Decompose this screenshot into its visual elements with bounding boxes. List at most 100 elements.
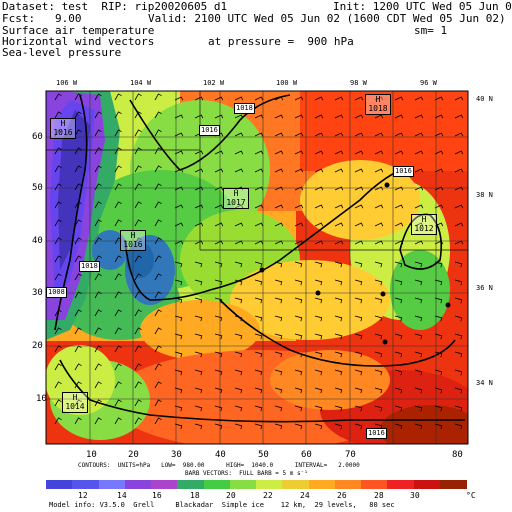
wind-barb	[254, 168, 264, 173]
wind-barb	[314, 405, 323, 412]
colorbar-swatch	[46, 480, 73, 489]
wind-barb	[314, 132, 324, 137]
wind-barb	[314, 168, 324, 173]
wind-barb	[194, 204, 204, 209]
wind-barb	[394, 132, 404, 137]
wind-barb	[94, 237, 102, 245]
wind-barb	[254, 351, 263, 358]
wind-barb	[74, 291, 82, 299]
wind-barb	[294, 279, 303, 286]
wind-barb	[134, 381, 142, 389]
wind-barb	[434, 186, 444, 191]
wind-barb	[274, 186, 284, 191]
lon-label: 100 W	[276, 79, 298, 87]
wind-barb	[134, 165, 142, 173]
wind-barb	[114, 201, 122, 209]
high-center-value: 1016	[53, 128, 73, 137]
wind-barb	[454, 369, 463, 376]
grid-x-label: 20	[128, 450, 139, 460]
wind-barb	[174, 333, 183, 340]
wind-barb	[234, 423, 243, 430]
wind-barb	[294, 222, 304, 227]
grid-x-label: 40	[215, 450, 226, 460]
wind-barb	[174, 387, 183, 394]
lon-label: 106 W	[56, 79, 78, 87]
wind-barb	[434, 315, 443, 322]
wind-barb	[274, 351, 283, 358]
wind-barb	[274, 261, 283, 268]
wind-barb	[74, 147, 82, 155]
wind-barb	[174, 96, 184, 101]
wind-barb	[114, 165, 122, 173]
wind-barb	[254, 315, 263, 322]
wind-barb	[314, 369, 323, 376]
wind-barb	[234, 186, 244, 191]
wind-barb	[214, 150, 224, 155]
wind-barb	[374, 261, 383, 268]
wind-barb	[314, 387, 323, 394]
wind-barb	[174, 405, 183, 412]
wind-barb	[114, 273, 122, 281]
station-marker	[384, 182, 390, 188]
wind-barb	[174, 132, 184, 137]
wind-barb	[314, 351, 323, 358]
wind-barb	[54, 273, 62, 281]
wind-barb	[414, 351, 423, 358]
wind-barb	[114, 399, 122, 407]
wind-barb	[354, 204, 364, 209]
wind-barb	[114, 255, 122, 263]
colorbar-label: 28	[374, 491, 384, 500]
wind-barb	[354, 114, 364, 119]
wind-barb	[374, 387, 383, 394]
wind-barb	[454, 423, 463, 430]
wind-barb	[114, 93, 122, 101]
wind-barb	[194, 96, 204, 101]
wind-barb	[294, 96, 304, 101]
wind-barb	[154, 165, 162, 173]
wind-barb	[234, 222, 244, 227]
wind-barb	[54, 381, 62, 389]
wind-barb	[314, 114, 324, 119]
wind-barb	[274, 369, 283, 376]
wind-barb	[354, 315, 363, 322]
wind-barb	[454, 168, 464, 173]
grid-y-label: 20	[32, 341, 43, 351]
wind-barb	[254, 150, 264, 155]
wind-barb	[254, 279, 263, 286]
wind-barb	[274, 114, 284, 119]
wind-barb	[254, 387, 263, 394]
wind-barb	[414, 186, 424, 191]
wind-barb	[94, 255, 102, 263]
grid-x-label: 50	[258, 450, 269, 460]
colorbar-label: 30	[410, 491, 420, 500]
contours-info: CONTOURS: UNITS=hPa LOW= 980.00 HIGH= 10…	[78, 462, 360, 469]
wind-barb	[74, 399, 82, 407]
wind-barb	[194, 423, 203, 430]
wind-barb	[454, 222, 464, 227]
wind-barb	[74, 255, 82, 263]
wind-barb	[414, 150, 424, 155]
wind-barb	[194, 279, 203, 286]
field-temperature-label: Surface air temperature	[2, 24, 155, 37]
wind-barb	[134, 399, 142, 407]
wind-barb	[454, 333, 463, 340]
wind-barb	[94, 129, 102, 137]
wind-barb	[114, 309, 122, 317]
wind-barb	[374, 96, 384, 101]
wind-barb	[194, 315, 203, 322]
high-center: H 1018	[365, 94, 391, 115]
wind-barb	[434, 405, 443, 412]
lat-label: 38 N	[476, 191, 493, 199]
wind-barb	[174, 222, 184, 227]
wind-barb	[294, 186, 304, 191]
wind-barb	[414, 297, 423, 304]
wind-barb	[314, 297, 323, 304]
wind-barb	[154, 111, 162, 119]
wind-barb	[254, 297, 263, 304]
wind-barb	[354, 222, 364, 227]
wind-barb	[234, 405, 243, 412]
wind-barb	[314, 333, 323, 340]
high-center-value: 1018	[368, 104, 388, 113]
wind-barb	[394, 279, 403, 286]
wind-barb	[234, 315, 243, 322]
